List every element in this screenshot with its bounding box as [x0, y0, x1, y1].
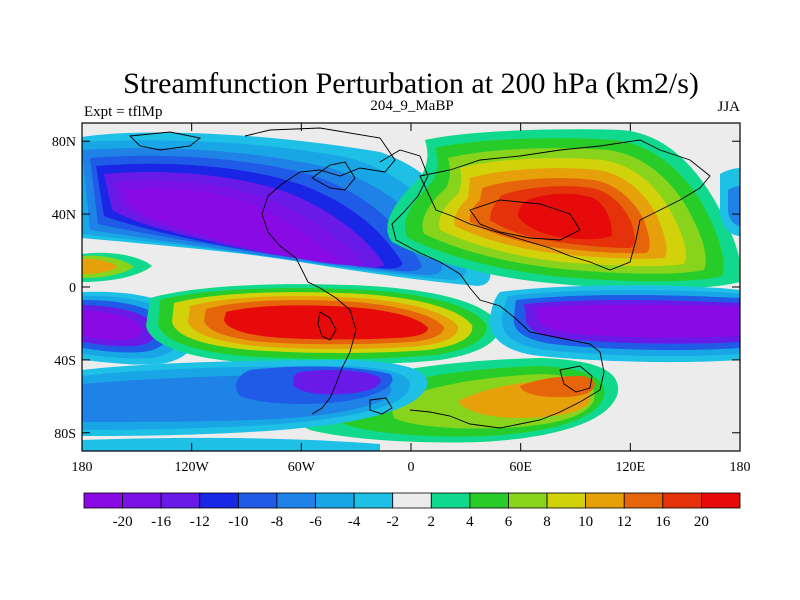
- nh-west-low: [82, 132, 491, 286]
- x-axis: 180 120W 60W 0 60E 120E 180: [72, 123, 751, 475]
- colorbar-label: 6: [505, 514, 513, 530]
- colorbar-label: -8: [271, 514, 284, 530]
- subtitle-left: Expt = tflMp: [84, 104, 162, 120]
- colorbar-swatch: [430, 492, 471, 509]
- colorbar-swatch: [276, 492, 316, 509]
- colorbar-swatch: [315, 492, 355, 509]
- colorbar-swatch: [353, 492, 394, 509]
- colorbar-swatch: [585, 492, 625, 509]
- x-tick-label: 120W: [175, 460, 210, 475]
- colorbar-label: 16: [655, 514, 671, 530]
- colorbar-swatch: [469, 492, 509, 509]
- colorbar-label: -20: [113, 514, 133, 530]
- colorbar-swatch: [623, 492, 664, 509]
- colorbar-swatch: [508, 492, 548, 509]
- colorbar-swatch: [199, 492, 239, 509]
- nh-east-edge: [720, 168, 740, 236]
- chart-title: Streamfunction Perturbation at 200 hPa (…: [123, 67, 699, 100]
- subtitle-right: JJA: [717, 99, 740, 115]
- y-axis: 80N 40N 0 40S 80S: [52, 135, 740, 442]
- subtitle-center: 204_9_MaBP: [370, 98, 453, 114]
- sh-indian-low: [489, 285, 740, 363]
- y-tick-label: 80S: [54, 427, 76, 442]
- colorbar-swatch: [122, 492, 162, 509]
- y-tick-label: 80N: [52, 135, 76, 150]
- colorbar-label: 8: [543, 514, 551, 530]
- colorbar-label: 10: [578, 514, 593, 530]
- y-tick-label: 0: [69, 281, 76, 296]
- colorbar-swatch: [662, 492, 702, 509]
- y-tick-label: 40N: [52, 208, 76, 223]
- colorbar-label: -4: [348, 514, 361, 530]
- colorbar-swatch: [237, 492, 278, 509]
- x-tick-label: 180: [730, 460, 751, 475]
- colorbar-label: -10: [228, 514, 248, 530]
- nh-west-edge-high: [82, 252, 152, 282]
- south-pole-band: [82, 437, 380, 451]
- y-tick-label: 40S: [54, 354, 76, 369]
- contour-field: [82, 123, 740, 451]
- colorbar-swatch: [83, 492, 123, 509]
- colorbar-swatch: [546, 492, 587, 509]
- colorbar-label: -12: [190, 514, 210, 530]
- x-tick-label: 180: [72, 460, 93, 475]
- colorbar-label: -2: [386, 514, 399, 530]
- x-tick-label: 60E: [509, 460, 532, 475]
- colorbar-label: 2: [428, 514, 436, 530]
- colorbar-label: 4: [466, 514, 474, 530]
- colorbar-swatch: [392, 492, 432, 509]
- colorbar: -20 -16 -12 -10 -8 -6 -4 -2 2 4 6 8 10 12 16 20: [83, 492, 741, 530]
- coastlines: [129, 127, 711, 429]
- colorbar-label: -6: [309, 514, 322, 530]
- colorbar-label: 12: [617, 514, 632, 530]
- sh-central-high: [146, 284, 500, 365]
- sh-pacific-low: [82, 291, 196, 365]
- colorbar-label: -16: [151, 514, 171, 530]
- sh-south-low: [82, 360, 428, 436]
- x-tick-label: 60W: [288, 460, 316, 475]
- colorbar-label: 20: [694, 514, 709, 530]
- colorbar-swatch: [160, 492, 201, 509]
- x-tick-label: 0: [408, 460, 415, 475]
- colorbar-swatch: [701, 492, 741, 509]
- x-tick-label: 120E: [616, 460, 646, 475]
